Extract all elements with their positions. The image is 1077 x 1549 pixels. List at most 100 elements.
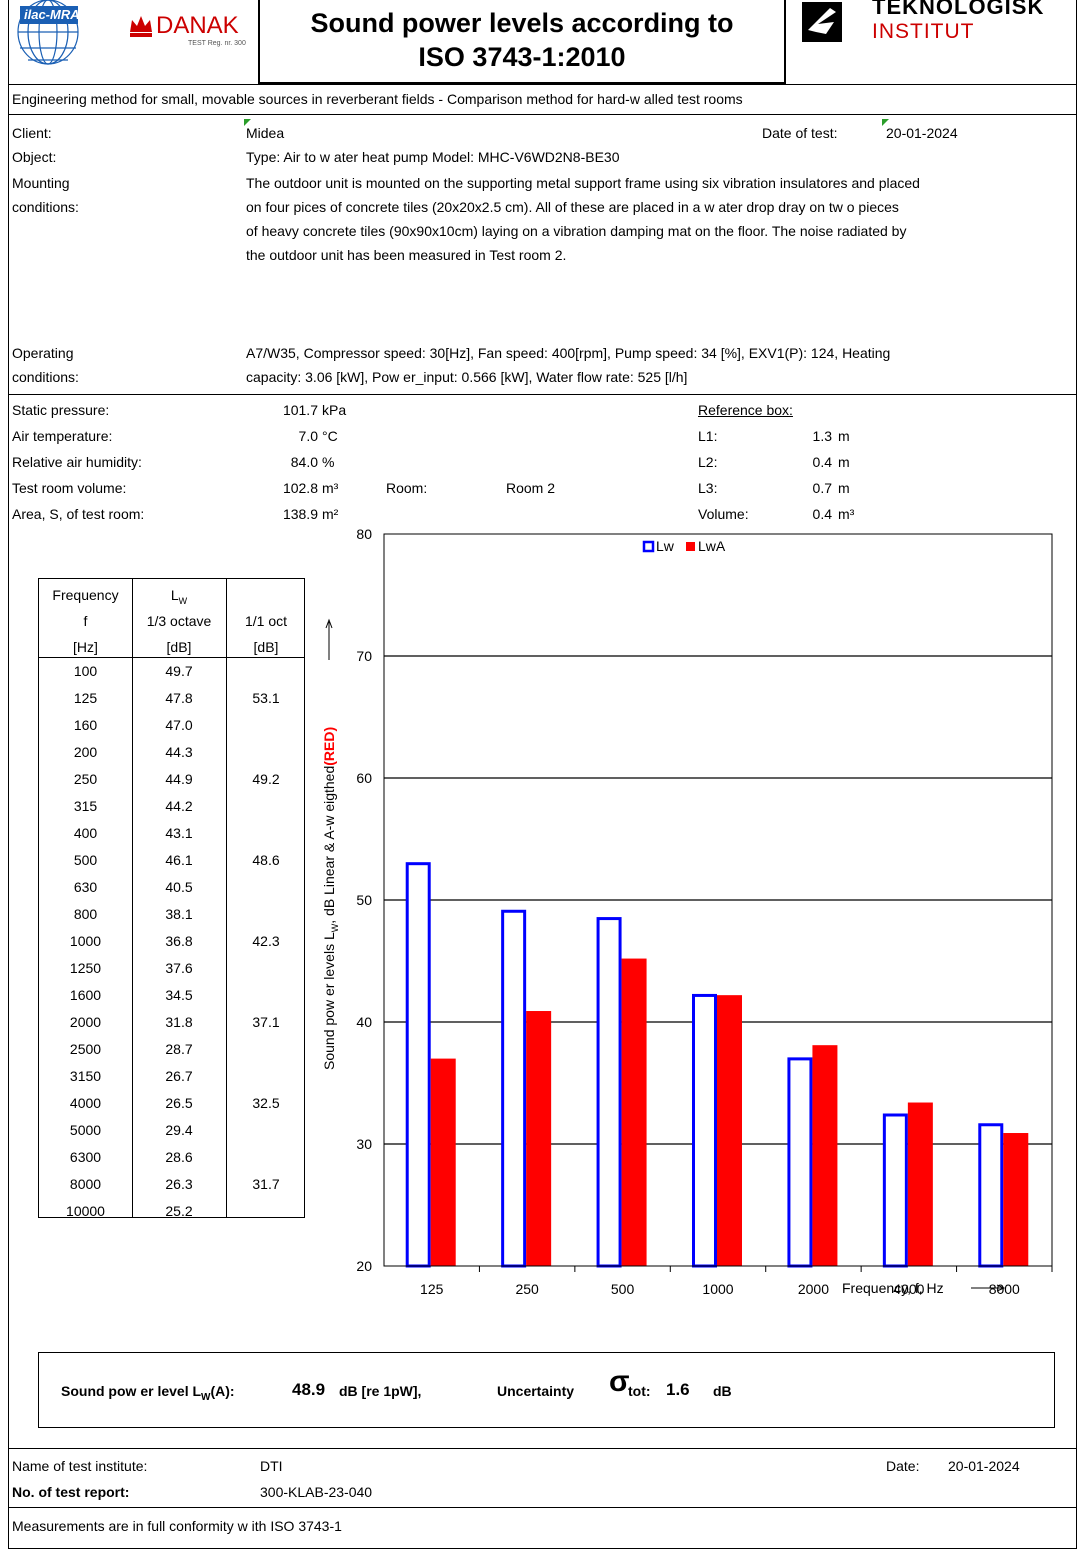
crown-icon — [130, 16, 152, 37]
ref-l1-unit: m — [838, 428, 850, 444]
bar-lw-1000 — [692, 993, 717, 1268]
table-cell-frequency: 1000 — [69, 933, 102, 949]
operating-label-1: Operating — [12, 345, 74, 361]
date-of-test-label: Date of test: — [762, 125, 838, 141]
sound-power-level-unit: dB [re 1pW], — [339, 1383, 422, 1399]
table-cell-frequency: 125 — [73, 690, 98, 706]
bar-lwa-2000 — [812, 1045, 838, 1266]
institute-value: DTI — [260, 1458, 283, 1474]
ilac-logo-text: ilac-MRA — [24, 7, 80, 22]
cell-comment-marker — [882, 119, 889, 126]
bar-lw-2000 — [787, 1057, 813, 1268]
header-octave: 1/1 oct — [244, 613, 288, 629]
bar-lwa-125 — [430, 1058, 456, 1266]
danak-reg-text: TEST Reg. nr. 300 — [188, 40, 246, 47]
bar-lwa-8000 — [1003, 1133, 1029, 1266]
object-label: Object: — [12, 149, 57, 165]
danak-logo: DANAK TEST Reg. nr. 300 — [128, 10, 246, 50]
header-lw-main: L — [170, 587, 179, 603]
header-db: [dB] — [166, 639, 192, 655]
client-label: Client: — [12, 125, 52, 141]
bar-lwa-4000 — [907, 1102, 933, 1266]
uncertainty-unit: dB — [713, 1383, 732, 1399]
table-cell-octave: 37.1 — [252, 1014, 280, 1030]
table-cell-octave: 49.2 — [252, 771, 280, 787]
swl-label-sub: W — [201, 1391, 211, 1403]
mounting-line: on four pices of concrete tiles (20x20x2… — [246, 199, 899, 215]
header-db-oct: [dB] — [253, 639, 279, 655]
table-cell-third-octave: 44.2 — [165, 798, 193, 814]
table-cell-frequency: 1600 — [69, 987, 102, 1003]
table-cell-third-octave: 26.7 — [165, 1068, 193, 1084]
table-cell-frequency: 2500 — [69, 1041, 102, 1057]
static-pressure-unit: kPa — [322, 402, 347, 418]
static-pressure-label: Static pressure: — [12, 402, 110, 418]
bar-lw-250 — [501, 909, 527, 1268]
table-col-divider — [132, 579, 133, 1217]
mounting-line: the outdoor unit has been measured in Te… — [246, 247, 567, 263]
y-tick-label: 30 — [356, 1136, 372, 1152]
table-cell-frequency: 250 — [73, 771, 98, 787]
y-tick-label: 20 — [356, 1258, 372, 1274]
x-tick-label: 8000 — [989, 1281, 1020, 1297]
y-axis-label-prefix: Sound pow er levels L — [321, 932, 337, 1070]
footer-date-value: 20-01-2024 — [948, 1458, 1020, 1474]
table-cell-third-octave: 26.5 — [165, 1095, 193, 1111]
x-axis-arrow — [971, 1284, 1006, 1292]
danak-logo-text: DANAK — [156, 12, 239, 39]
table-cell-frequency: 10000 — [66, 1203, 105, 1219]
table-cell-frequency: 6300 — [69, 1149, 102, 1165]
y-tick-label: 50 — [356, 892, 372, 908]
divider — [8, 1507, 1077, 1508]
x-tick-label: 1000 — [702, 1281, 733, 1297]
reference-box-title: Reference box: — [698, 402, 793, 418]
table-cell-third-octave: 49.7 — [165, 663, 193, 679]
divider — [8, 114, 1077, 115]
room-area-unit: m² — [322, 506, 339, 522]
divider — [8, 84, 1077, 85]
mounting-line: The outdoor unit is mounted on the suppo… — [246, 175, 920, 191]
header-f: f — [83, 613, 88, 629]
table-cell-frequency: 200 — [73, 744, 98, 760]
institute-label: Name of test institute: — [12, 1458, 148, 1474]
mounting-label-1: Mounting — [12, 175, 70, 191]
bar-lwa-1000 — [717, 995, 742, 1266]
sigma-symbol: σ — [609, 1365, 630, 1398]
table-cell-third-octave: 26.3 — [165, 1176, 193, 1192]
summary-box: Sound pow er level LW(A): 48.9 dB [re 1p… — [38, 1352, 1055, 1428]
y-tick-label: 80 — [356, 526, 372, 542]
table-cell-frequency: 160 — [73, 717, 98, 733]
x-tick-label: 2000 — [798, 1281, 829, 1297]
table-cell-third-octave: 44.9 — [165, 771, 193, 787]
conformity-statement: Measurements are in full conformity w it… — [12, 1518, 342, 1534]
operating-line: A7/W35, Compressor speed: 30[Hz], Fan sp… — [246, 345, 891, 361]
chart-grid — [384, 655, 1052, 1145]
ref-l3-value: 0.7 — [812, 480, 832, 496]
room-area-value: 138.9 — [282, 506, 318, 522]
bar-lw-4000 — [882, 1113, 908, 1268]
report-number-label: No. of test report: — [12, 1484, 130, 1500]
room-volume-unit: m³ — [322, 480, 339, 496]
room-area-label: Area, S, of test room: — [12, 506, 145, 522]
report-title: Sound power levels according to ISO 3743… — [258, 0, 786, 84]
table-cell-frequency: 3150 — [69, 1068, 102, 1084]
x-axis-label: Frequency, f, Hz — [842, 1280, 944, 1296]
ref-l2-value: 0.4 — [812, 454, 832, 470]
y-axis-arrow — [325, 618, 333, 660]
uncertainty-value: 1.6 — [666, 1380, 690, 1399]
client-value: Midea — [246, 125, 285, 141]
table-cell-octave: 32.5 — [252, 1095, 280, 1111]
object-value: Type: Air to w ater heat pump Model: MHC… — [246, 149, 620, 165]
ref-l1-label: L1: — [698, 428, 718, 444]
bar-lw-8000 — [978, 1123, 1004, 1268]
humidity-value: 84.0 — [290, 454, 318, 470]
table-cell-third-octave: 37.6 — [165, 960, 193, 976]
table-cell-frequency: 800 — [73, 906, 98, 922]
table-cell-third-octave: 29.4 — [165, 1122, 193, 1138]
table-cell-third-octave: 47.0 — [165, 717, 193, 733]
sound-power-level-label: Sound pow er level LW(A): — [61, 1383, 235, 1403]
air-temperature-value: 7.0 — [298, 428, 318, 444]
ref-volume-label: Volume: — [698, 506, 749, 522]
date-of-test-value: 20-01-2024 — [886, 125, 958, 141]
